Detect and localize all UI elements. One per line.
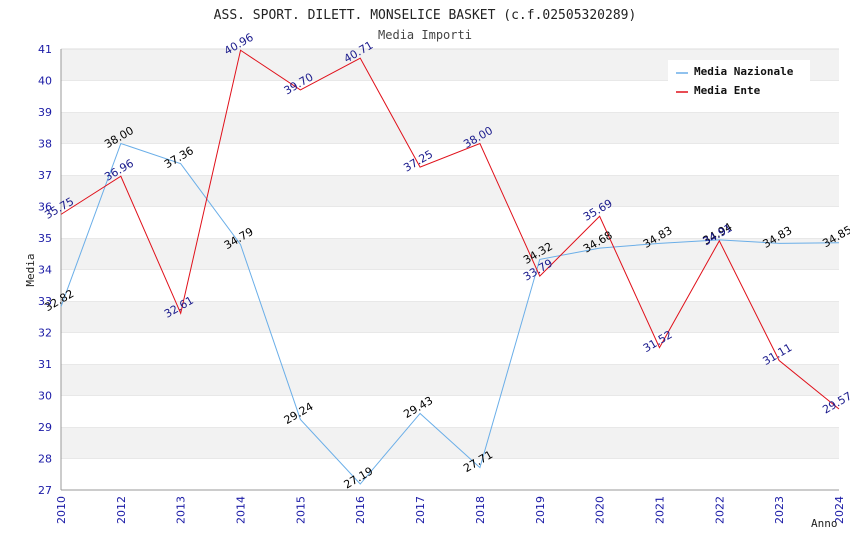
legend-box	[668, 60, 810, 102]
y-tick-label: 35	[38, 232, 52, 245]
grid-band	[61, 364, 839, 396]
y-tick-label: 28	[38, 453, 52, 466]
series-line-media-ente	[60, 49, 840, 410]
y-tick-label: 33	[38, 295, 52, 308]
x-tick-label: 2014	[235, 496, 248, 524]
y-tick-label: 34	[38, 264, 52, 277]
y-tick-label: 29	[38, 421, 52, 434]
y-tick-label: 37	[38, 169, 52, 182]
grid-band	[61, 238, 839, 270]
x-tick-label: 2012	[115, 496, 128, 524]
grid-band	[61, 175, 839, 207]
y-tick-label: 30	[38, 390, 52, 403]
x-axis-ticks: 2010 2012 2013 2014 2015 2016 2017 2018 2019 2020…	[55, 496, 846, 524]
x-tick-label: 2018	[474, 496, 487, 524]
grid-band	[61, 301, 839, 333]
x-tick-label: 2013	[175, 496, 188, 524]
chart-subtitle: Media Importi	[378, 28, 472, 42]
y-tick-label: 31	[38, 358, 52, 371]
grid-band	[61, 395, 839, 427]
y-tick-label: 41	[38, 43, 52, 56]
grid-band	[61, 458, 839, 490]
y-tick-label: 32	[38, 327, 52, 340]
x-tick-label: 2017	[414, 496, 427, 524]
x-tick-label: 2016	[354, 496, 367, 524]
legend: Media Nazionale Media Ente	[668, 60, 810, 102]
x-tick-label: 2010	[55, 496, 68, 524]
axes	[60, 49, 839, 491]
grid-band	[61, 143, 839, 175]
y-tick-label: 39	[38, 106, 52, 119]
y-tick-label: 27	[38, 484, 52, 497]
x-tick-label: 2015	[294, 496, 307, 524]
grid-band	[61, 206, 839, 238]
chart-title: ASS. SPORT. DILETT. MONSELICE BASKET (c.…	[214, 8, 637, 23]
x-tick-label: 2020	[594, 496, 607, 524]
x-tick-label: 2024	[833, 496, 846, 524]
grid-band	[61, 427, 839, 459]
grid-band	[61, 112, 839, 144]
y-tick-label: 38	[38, 138, 52, 151]
grid-band	[61, 332, 839, 364]
x-tick-label: 2021	[653, 496, 666, 524]
y-axis-ticks: 27 28 29 30 31 32 33 34 35 36 37 38 39 40 41	[38, 43, 52, 497]
grid-bands	[61, 48, 839, 490]
x-tick-label: 2023	[773, 496, 786, 524]
legend-label-media-nazionale: Media Nazionale	[694, 65, 794, 78]
y-tick-label: 40	[38, 75, 52, 88]
grid-band	[61, 269, 839, 301]
y-axis-label: Media	[24, 253, 37, 286]
series-lines	[60, 49, 840, 485]
x-tick-label: 2019	[534, 496, 547, 524]
legend-label-media-ente: Media Ente	[694, 84, 761, 97]
y-tick-label: 36	[38, 201, 52, 214]
x-tick-label: 2022	[713, 496, 726, 524]
series-line-media-nazionale	[60, 142, 840, 485]
x-axis-label: Anno	[811, 517, 838, 530]
